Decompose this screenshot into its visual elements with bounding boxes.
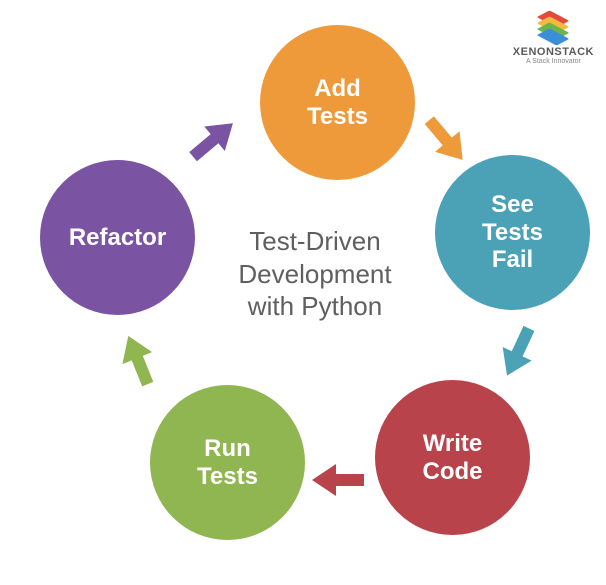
arrow-refactor-to-add	[179, 107, 248, 174]
arrow-add-to-fail	[413, 106, 480, 175]
tdd-cycle-diagram: Test-DrivenDevelopmentwith Python AddTes…	[0, 0, 606, 585]
node-fail: SeeTestsFail	[435, 155, 590, 310]
node-run: RunTests	[150, 385, 305, 540]
node-write: WriteCode	[375, 380, 530, 535]
arrow-run-to-refactor	[109, 327, 167, 394]
diagram-title: Test-DrivenDevelopmentwith Python	[200, 225, 430, 323]
arrow-fail-to-write	[488, 318, 548, 386]
arrow-write-to-run	[310, 460, 366, 500]
node-refactor: Refactor	[40, 160, 195, 315]
node-add: AddTests	[260, 25, 415, 180]
